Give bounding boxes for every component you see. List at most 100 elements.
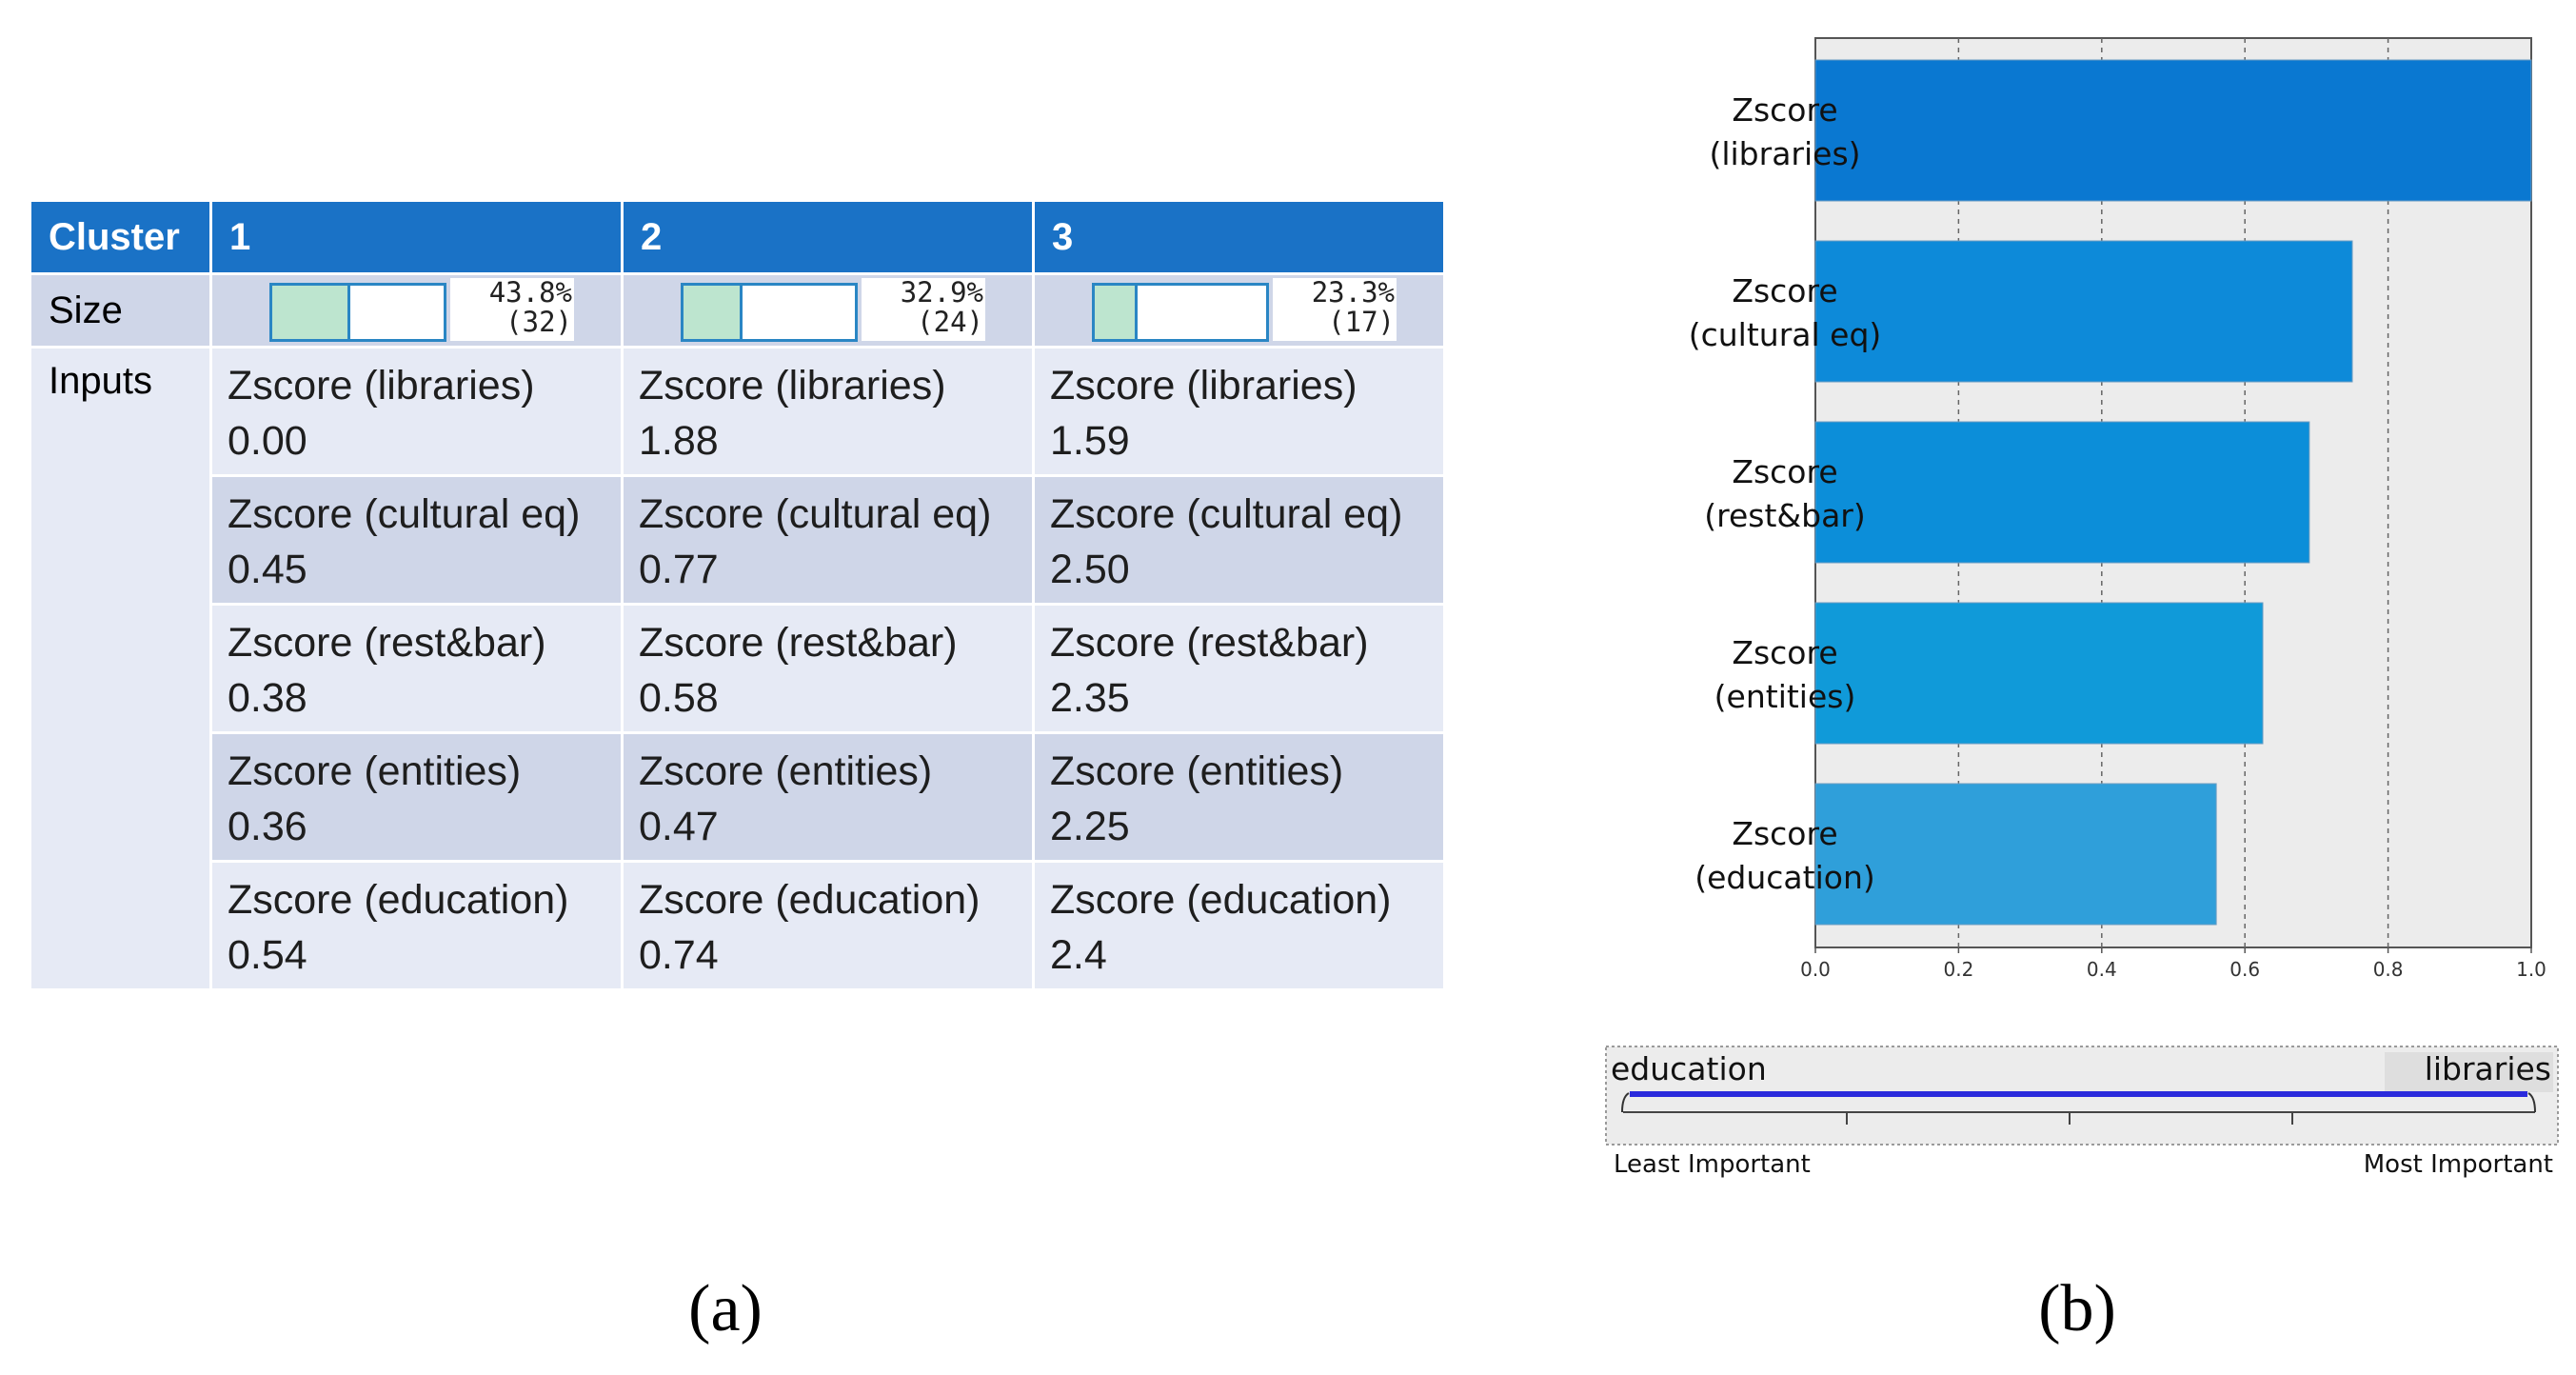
legend-most-label: Most Important (2364, 1150, 2553, 1179)
table-row: Zscore (education) 0.54 Zscore (education… (31, 860, 1446, 988)
header-cluster-3: 3 (1035, 202, 1446, 272)
caption-a: (a) (688, 1272, 763, 1345)
input-value: 0.36 (228, 804, 307, 849)
input-value: 2.25 (1050, 804, 1130, 849)
bar (1814, 783, 2217, 926)
table-row: Zscore (rest&bar) 0.38 Zscore (rest&bar) 0… (31, 603, 1446, 731)
input-cell: Zscore (libraries) 0.00 (212, 346, 624, 474)
input-name: Zscore (cultural eq) (228, 491, 581, 537)
cluster-table: Cluster 1 2 3 Size 43.8% (32) 32.9% (24) 2… (31, 202, 1446, 988)
input-value: 0.45 (228, 547, 307, 592)
size-bar-1 (269, 283, 446, 342)
input-cell: Zscore (rest&bar) 2.35 (1035, 603, 1446, 731)
table-row: Zscore (cultural eq) 0.45 Zscore (cultura… (31, 474, 1446, 603)
size-percent-3: 23.3% (1311, 276, 1395, 309)
table-row: Zscore (entities) 0.36 Zscore (entities) 0… (31, 731, 1446, 860)
input-name: Zscore (education) (1050, 877, 1392, 923)
input-value: 2.50 (1050, 547, 1130, 592)
bar-category-label: (rest&bar) (1704, 497, 1866, 534)
input-name: Zscore (entities) (1050, 748, 1344, 794)
size-bar-3 (1092, 283, 1269, 342)
bar-category-label: Zscore (1732, 815, 1837, 852)
legend-left-label: education (1611, 1050, 1767, 1087)
input-cell: Zscore (rest&bar) 0.58 (624, 603, 1035, 731)
bar-category-label: (cultural eq) (1689, 316, 1882, 353)
legend-right-label-bg (2385, 1052, 2553, 1092)
size-percent-1: 43.8% (488, 276, 572, 309)
x-tick-label: 0.6 (2229, 958, 2260, 981)
input-value: 0.00 (228, 418, 307, 464)
size-cell-3: 23.3% (17) (1035, 272, 1446, 346)
bar-category-label: (libraries) (1709, 135, 1860, 172)
bar-category-label: (entities) (1714, 678, 1856, 715)
x-tick-label: 1.0 (2516, 958, 2546, 981)
x-tick-label: 0.4 (2087, 958, 2117, 981)
bar-category-label: Zscore (1732, 453, 1837, 490)
input-name: Zscore (cultural eq) (639, 491, 992, 537)
input-name: Zscore (entities) (639, 748, 933, 794)
size-cell-1: 43.8% (32) (212, 272, 624, 346)
size-count-2: (24) (917, 306, 983, 338)
input-value: 0.58 (639, 675, 719, 721)
bar-category-label: Zscore (1732, 91, 1837, 129)
input-cell: Zscore (entities) 0.47 (624, 731, 1035, 860)
input-value: 0.38 (228, 675, 307, 721)
input-value: 2.4 (1050, 932, 1107, 978)
input-cell: Zscore (libraries) 1.88 (624, 346, 1035, 474)
input-cell: Zscore (entities) 0.36 (212, 731, 624, 860)
input-name: Zscore (libraries) (639, 363, 946, 409)
input-cell: Zscore (education) 0.54 (212, 860, 624, 988)
size-count-3: (17) (1328, 306, 1395, 338)
legend-left-bracket (1621, 1092, 1630, 1113)
legend-right-bracket (2527, 1092, 2536, 1113)
x-tick-label: 0.8 (2373, 958, 2404, 981)
input-cell: Zscore (entities) 2.25 (1035, 731, 1446, 860)
input-name: Zscore (rest&bar) (1050, 620, 1369, 666)
input-value: 2.35 (1050, 675, 1130, 721)
bar (1814, 602, 2264, 745)
input-name: Zscore (libraries) (1050, 363, 1357, 409)
importance-legend: education libraries Least Important Most… (1605, 1046, 2559, 1179)
input-name: Zscore (rest&bar) (228, 620, 546, 666)
input-name: Zscore (libraries) (228, 363, 535, 409)
x-tick-label: 0.0 (1800, 958, 1831, 981)
bar (1814, 421, 2310, 564)
input-name: Zscore (education) (639, 877, 981, 923)
input-cell: Zscore (rest&bar) 0.38 (212, 603, 624, 731)
header-cluster-2: 2 (624, 202, 1035, 272)
size-bar-2 (681, 283, 858, 342)
input-value: 0.47 (639, 804, 719, 849)
input-cell: Zscore (education) 0.74 (624, 860, 1035, 988)
size-cell-2: 32.9% (24) (624, 272, 1035, 346)
bar-category-label: Zscore (1732, 272, 1837, 309)
header-cluster-1: 1 (212, 202, 624, 272)
input-name: Zscore (rest&bar) (639, 620, 958, 666)
input-value: 1.59 (1050, 418, 1130, 464)
table-header-row: Cluster 1 2 3 (31, 202, 1446, 272)
size-percent-2: 32.9% (900, 276, 983, 309)
input-cell: Zscore (cultural eq) 0.45 (212, 474, 624, 603)
input-value: 1.88 (639, 418, 719, 464)
bar (1814, 240, 2353, 383)
size-count-1: (32) (505, 306, 572, 338)
legend-least-label: Least Important (1614, 1150, 1811, 1179)
size-row: Size 43.8% (32) 32.9% (24) 23.3% (17) (31, 272, 1446, 346)
bar (1814, 59, 2532, 202)
input-value: 0.54 (228, 932, 307, 978)
table-row: Inputs Zscore (libraries) 0.00 Zscore (li… (31, 346, 1446, 988)
input-name: Zscore (entities) (228, 748, 522, 794)
input-name: Zscore (cultural eq) (1050, 491, 1403, 537)
bar-category-label: Zscore (1732, 634, 1837, 671)
input-cell: Zscore (cultural eq) 0.77 (624, 474, 1035, 603)
input-cell: Zscore (libraries) 1.59 (1035, 346, 1446, 474)
input-value: 0.74 (639, 932, 719, 978)
caption-b: (b) (2038, 1272, 2116, 1345)
size-label: Size (31, 272, 212, 346)
input-cell: Zscore (cultural eq) 2.50 (1035, 474, 1446, 603)
x-tick-label: 0.2 (1943, 958, 1973, 981)
bar-category-label: (education) (1694, 859, 1875, 896)
header-cluster-label: Cluster (31, 202, 212, 272)
input-cell: Zscore (education) 2.4 (1035, 860, 1446, 988)
importance-chart: Zscore (libraries) Zscore (cultural eq) Zsco… (1605, 37, 2559, 1179)
input-name: Zscore (education) (228, 877, 569, 923)
